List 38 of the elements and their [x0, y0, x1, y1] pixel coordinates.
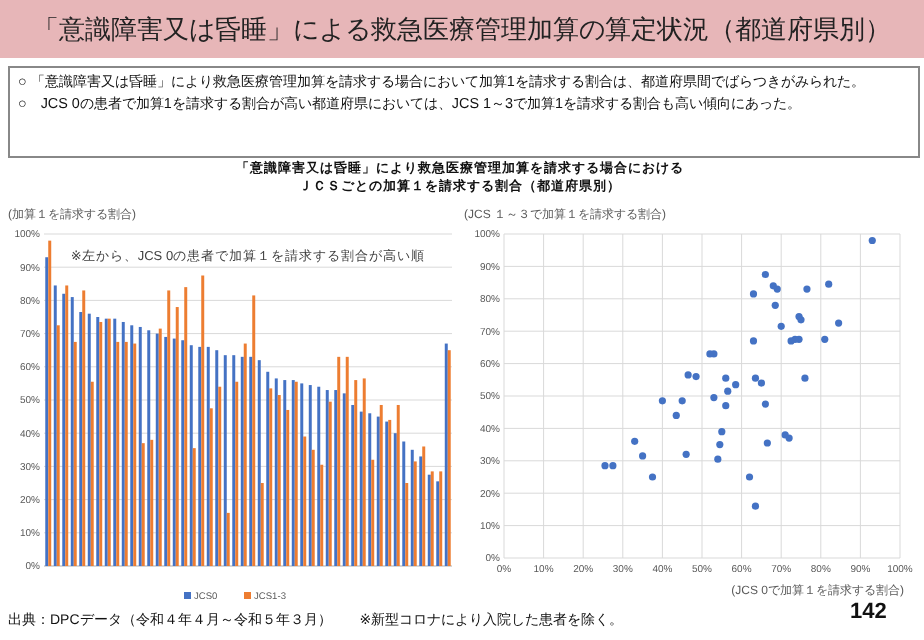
point: [751, 374, 760, 382]
point: [601, 462, 609, 470]
point: [803, 285, 811, 293]
point: [771, 301, 779, 309]
point: [609, 462, 617, 470]
point: [749, 337, 758, 345]
point: [732, 381, 740, 389]
point: [757, 379, 765, 387]
point: [777, 322, 785, 330]
point: [631, 437, 639, 445]
point: [868, 236, 876, 245]
point: [745, 473, 754, 481]
point: [724, 387, 732, 395]
point: [714, 455, 722, 463]
text: 142: [850, 600, 887, 624]
point: [763, 439, 771, 447]
point: [648, 473, 657, 481]
point: [825, 280, 833, 288]
point: [761, 400, 769, 408]
point: [751, 502, 760, 510]
point: [692, 372, 700, 381]
point: [749, 290, 758, 298]
point: [678, 397, 686, 405]
chart-title: 「意識障害又は昏睡」による救急医療管理加算の算定状況（都道府県別）: [0, 0, 924, 58]
point: [761, 270, 769, 279]
point: [821, 335, 829, 343]
point: [658, 397, 666, 405]
point: [682, 450, 690, 458]
point: [722, 374, 730, 382]
point: [710, 394, 718, 402]
point: [672, 411, 680, 420]
point: [718, 428, 726, 436]
point: [801, 374, 809, 382]
point: [722, 402, 730, 410]
point: [716, 441, 724, 449]
point: [639, 452, 647, 460]
point: [684, 371, 692, 379]
point: [835, 319, 843, 327]
